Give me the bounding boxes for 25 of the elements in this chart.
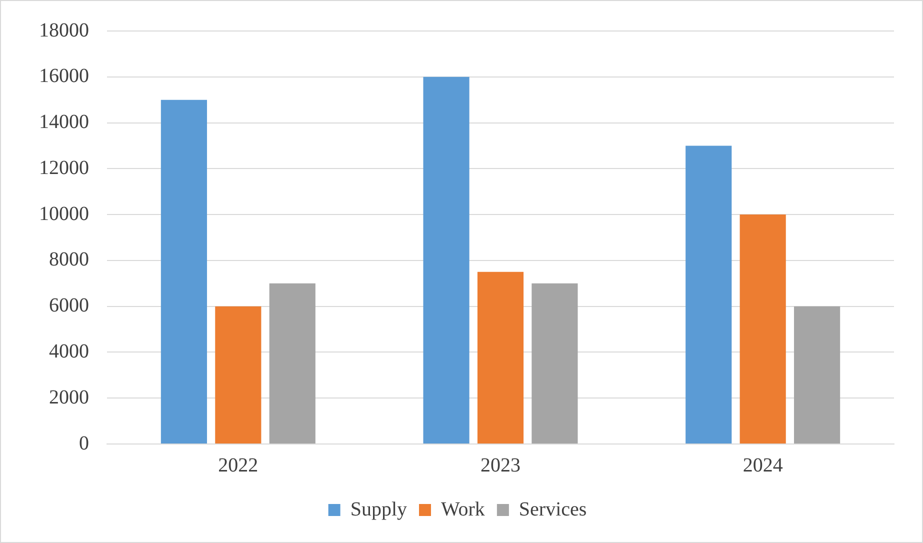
bar bbox=[477, 272, 524, 444]
y-tick-label: 0 bbox=[79, 432, 89, 454]
x-tick-label: 2024 bbox=[742, 454, 783, 476]
y-tick-label: 10000 bbox=[39, 202, 89, 225]
y-tick-label: 4000 bbox=[49, 340, 89, 362]
x-tick-label: 2022 bbox=[218, 454, 258, 476]
bar bbox=[686, 146, 732, 444]
y-tick-label: 6000 bbox=[49, 294, 89, 317]
bar bbox=[269, 283, 316, 444]
y-tick-label: 2000 bbox=[49, 386, 89, 408]
y-tick-label: 14000 bbox=[39, 111, 89, 134]
y-tick-label: 18000 bbox=[39, 19, 89, 42]
bar bbox=[215, 306, 262, 444]
y-tick-label: 8000 bbox=[49, 248, 89, 271]
bar bbox=[740, 214, 786, 444]
legend-label: Work bbox=[440, 498, 485, 520]
y-tick-label: 12000 bbox=[39, 156, 89, 179]
bar bbox=[532, 283, 578, 444]
bar bbox=[160, 100, 207, 444]
legend-label: Services bbox=[518, 498, 587, 520]
bar bbox=[794, 306, 840, 444]
bar bbox=[423, 76, 470, 444]
y-tick-label: 16000 bbox=[39, 65, 89, 88]
x-tick-label: 2023 bbox=[480, 454, 520, 476]
legend-label: Supply bbox=[350, 498, 408, 520]
